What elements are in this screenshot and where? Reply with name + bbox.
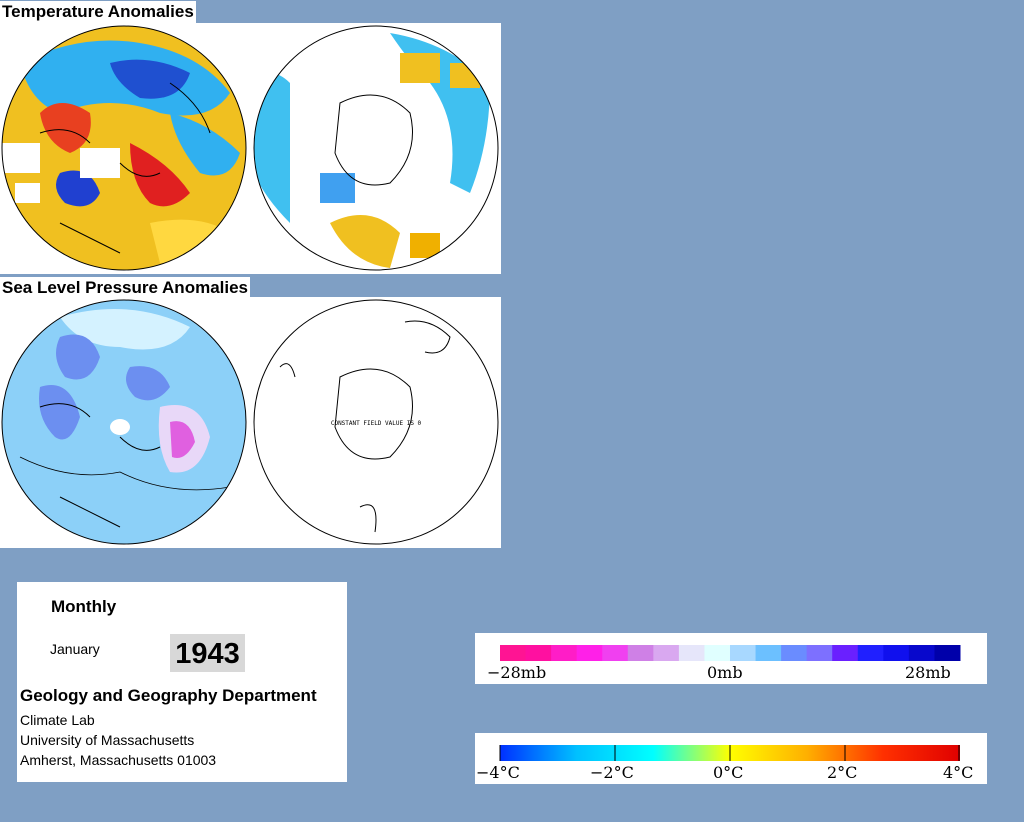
temperature-south-globe (253, 25, 499, 271)
info-box: Monthly January 1943 Geology and Geograp… (17, 582, 347, 782)
frequency-label: Monthly (51, 597, 117, 616)
pressure-legend-zero: 0mb (707, 663, 743, 682)
pressure-legend: −28mb 0mb 28mb (475, 633, 987, 684)
temperature-map-panel (0, 23, 501, 274)
month-label: January (50, 641, 100, 657)
pressure-legend-swatch (806, 645, 833, 661)
pressure-legend-swatch (730, 645, 757, 661)
pressure-legend-swatch (678, 645, 705, 661)
pressure-legend-max: 28mb (905, 663, 951, 682)
temperature-legend-plus4: 4°C (943, 763, 973, 782)
temperature-legend-minus4: −4°C (476, 763, 520, 782)
pressure-legend-swatch (781, 645, 808, 661)
pressure-north-globe (1, 299, 247, 545)
university-name: University of Massachusetts (20, 732, 195, 748)
address-line: Amherst, Massachusetts 01003 (20, 752, 217, 768)
pressure-legend-swatch (857, 645, 884, 661)
pressure-legend-swatch (602, 645, 629, 661)
department-name: Geology and Geography Department (20, 686, 317, 705)
lab-name: Climate Lab (20, 712, 95, 728)
pressure-title: Sea Level Pressure Anomalies (0, 277, 251, 299)
pressure-legend-swatch (755, 645, 782, 661)
pressure-legend-swatch (908, 645, 935, 661)
pressure-map-panel: CONSTANT FIELD VALUE IS 0 (0, 297, 501, 548)
year-display: 1943 (170, 634, 245, 672)
constant-field-label: CONSTANT FIELD VALUE IS 0 (331, 420, 422, 427)
pressure-legend-swatch (883, 645, 910, 661)
pressure-legend-swatch (653, 645, 680, 661)
pressure-legend-swatch (500, 645, 527, 661)
pressure-legend-swatch (704, 645, 731, 661)
pressure-legend-bar (500, 645, 961, 661)
pressure-legend-swatch (627, 645, 654, 661)
temperature-legend-plus2: 2°C (827, 763, 857, 782)
temperature-legend: −4°C −2°C 0°C 2°C 4°C (475, 733, 987, 784)
temperature-north-globe (1, 25, 247, 271)
pressure-legend-swatch (832, 645, 859, 661)
temperature-title: Temperature Anomalies (0, 1, 196, 23)
pressure-legend-swatch (934, 645, 961, 661)
pressure-legend-min: −28mb (487, 663, 546, 682)
temperature-legend-minus2: −2°C (590, 763, 634, 782)
temperature-legend-zero: 0°C (713, 763, 743, 782)
pressure-legend-swatch (525, 645, 552, 661)
pressure-south-globe: CONSTANT FIELD VALUE IS 0 (253, 299, 499, 545)
pressure-legend-swatch (576, 645, 603, 661)
pressure-legend-swatch (551, 645, 578, 661)
